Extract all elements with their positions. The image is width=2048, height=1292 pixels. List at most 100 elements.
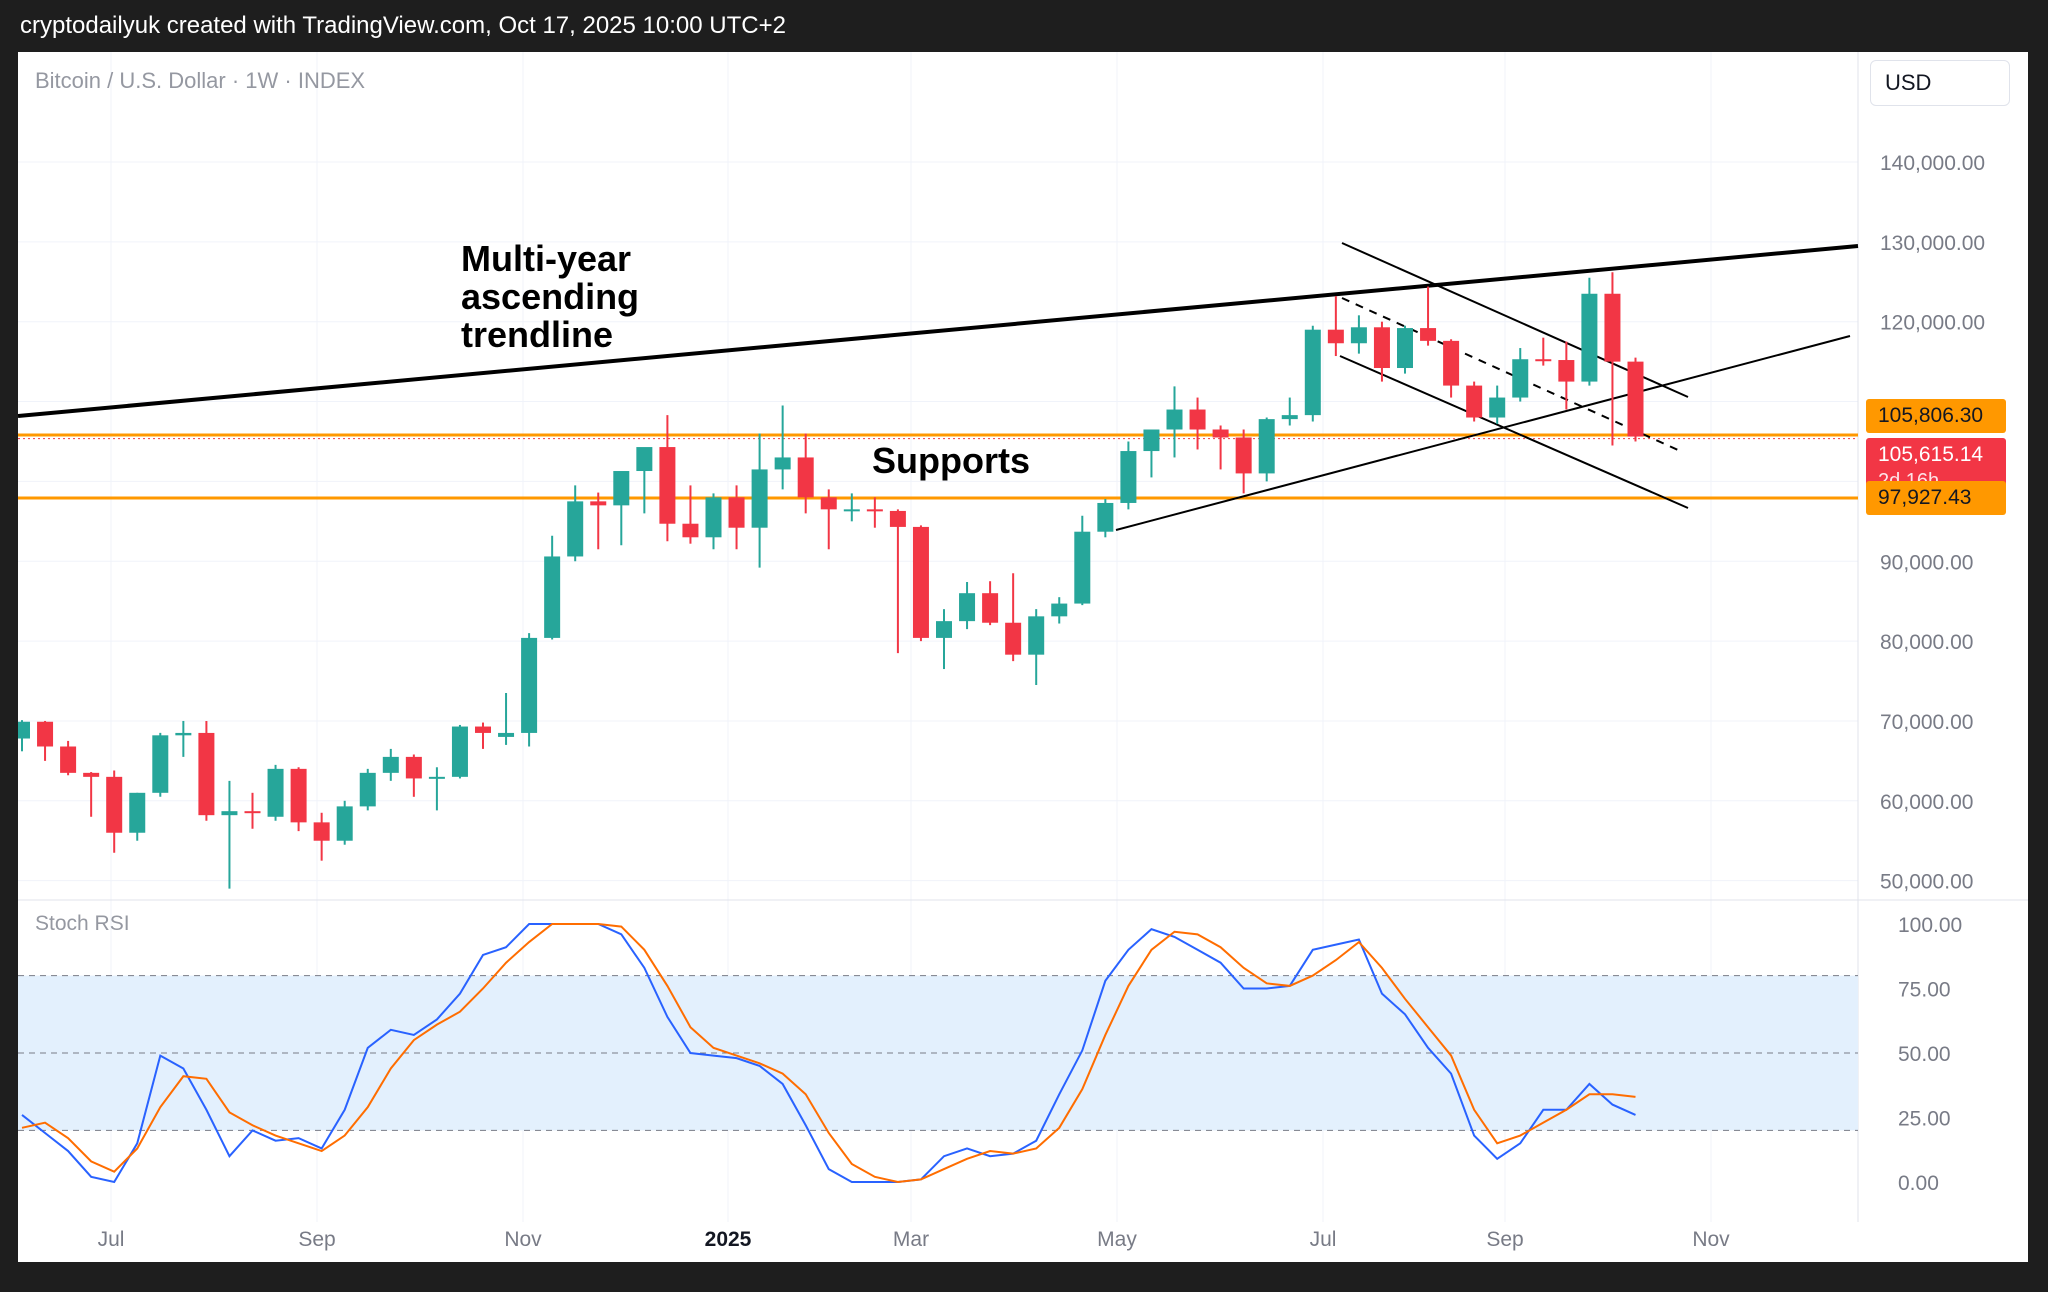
trendline-annotation: Multi-year ascending trendline xyxy=(461,238,640,355)
candle-body xyxy=(1535,359,1552,362)
candle-body xyxy=(1143,429,1160,452)
candle-body xyxy=(567,501,584,557)
candle-body xyxy=(1489,397,1506,418)
candle-body xyxy=(774,457,791,470)
chart-canvas[interactable]: Jul Sep Nov 2025 Mar May Jul Sep Nov 140,000.00 13… xyxy=(18,52,2028,1262)
candle-body xyxy=(106,776,123,833)
candle-body xyxy=(1443,340,1460,386)
supports-annotation: Supports xyxy=(872,440,1030,481)
candle-body xyxy=(1051,603,1068,617)
y-tick-label: 140,000.00 xyxy=(1880,152,1985,175)
candle-body xyxy=(1466,385,1483,418)
candle-body xyxy=(405,756,422,779)
stoch-tick-label: 0.00 xyxy=(1898,1172,1939,1195)
candle-body xyxy=(936,621,952,638)
candle-body xyxy=(1212,429,1229,438)
y-tick-label: 130,000.00 xyxy=(1880,232,1985,255)
candle-body xyxy=(1397,328,1413,369)
stoch-tick-label: 100.00 xyxy=(1898,914,1962,937)
y-tick-label: 120,000.00 xyxy=(1880,312,1985,335)
candle-body xyxy=(1420,328,1437,341)
candle-body xyxy=(382,756,399,773)
candle-body xyxy=(820,497,837,510)
x-tick-label: Nov xyxy=(1692,1228,1730,1251)
candle-body xyxy=(912,526,929,638)
x-tick-label: 2025 xyxy=(705,1228,752,1251)
y-tick-label: 60,000.00 xyxy=(1880,791,1973,814)
candle-body xyxy=(1627,361,1644,437)
candle-body xyxy=(1235,437,1252,474)
candle-body xyxy=(1074,531,1091,604)
candle-body xyxy=(1327,329,1344,344)
stoch-tick-label: 75.00 xyxy=(1898,979,1951,1002)
x-tick-label: Sep xyxy=(1486,1228,1523,1251)
candle-body xyxy=(843,509,860,512)
y-tick-label: 90,000.00 xyxy=(1880,551,1973,574)
candle-body xyxy=(1028,616,1045,655)
symbol-title[interactable]: Bitcoin / U.S. Dollar · 1W · INDEX xyxy=(35,68,366,93)
channel-lower-line xyxy=(1339,355,1689,509)
stoch-d-line xyxy=(21,923,1636,1184)
multi-year-trendline xyxy=(18,244,1859,418)
candle-body xyxy=(336,806,353,841)
candle-body xyxy=(290,768,307,823)
price-tag-level2: 97,927.43 xyxy=(1866,480,2006,515)
candle-body xyxy=(1581,293,1598,382)
candle-body xyxy=(1512,359,1529,398)
candle-body xyxy=(613,471,630,506)
candle-body xyxy=(498,732,515,737)
candle-body xyxy=(636,447,653,472)
candle-body xyxy=(1604,293,1621,362)
candle-body xyxy=(428,776,445,779)
candle-body xyxy=(129,792,146,833)
x-tick-label: Sep xyxy=(298,1228,335,1251)
x-tick-label: Mar xyxy=(893,1228,929,1251)
candle-body xyxy=(1120,451,1137,503)
candle-body xyxy=(267,768,284,817)
candle-body xyxy=(1166,409,1183,430)
candle-body xyxy=(60,746,77,773)
candle-body xyxy=(221,811,238,816)
candle-body xyxy=(1005,622,1022,655)
candle-body xyxy=(590,501,607,506)
candle-body xyxy=(659,447,676,524)
candle-body xyxy=(175,732,192,736)
candle-body xyxy=(982,593,999,623)
candle-body xyxy=(83,772,100,777)
x-tick-label: May xyxy=(1097,1228,1137,1251)
candle-body xyxy=(313,822,330,841)
candle-body xyxy=(359,772,376,807)
candle-body xyxy=(682,523,699,538)
currency-button[interactable]: USD xyxy=(1870,60,2010,106)
candle-body xyxy=(18,721,30,739)
y-tick-label: 80,000.00 xyxy=(1880,631,1973,654)
candle-body xyxy=(1558,360,1575,382)
candle-body xyxy=(1373,327,1390,369)
candle-body xyxy=(1258,419,1275,474)
candle-body xyxy=(544,556,561,638)
y-tick-label: 70,000.00 xyxy=(1880,711,1973,734)
candle-body xyxy=(244,811,261,814)
x-tick-label: Nov xyxy=(504,1228,542,1251)
stoch-rsi-title[interactable]: Stoch RSI xyxy=(35,912,130,935)
x-tick-label: Jul xyxy=(1310,1228,1337,1251)
stoch-tick-label: 50.00 xyxy=(1898,1043,1951,1066)
candle-body xyxy=(797,457,814,498)
stoch-tick-label: 25.00 xyxy=(1898,1108,1951,1131)
price-tag-level1: 105,806.30 xyxy=(1866,399,2006,434)
candle-body xyxy=(521,637,538,733)
candle-body xyxy=(198,732,215,816)
chart-panel[interactable]: Jul Sep Nov 2025 Mar May Jul Sep Nov 140,000.00 13… xyxy=(18,52,2028,1262)
candle-body xyxy=(1281,415,1298,420)
chart-attribution: cryptodailyuk created with TradingView.c… xyxy=(20,12,786,39)
candle-body xyxy=(705,497,722,538)
candle-body xyxy=(1189,409,1206,430)
candle-body xyxy=(1350,327,1367,344)
candle-body xyxy=(889,510,906,527)
candle-body xyxy=(866,509,883,512)
y-tick-label: 50,000.00 xyxy=(1880,871,1973,894)
candle-body xyxy=(1304,329,1321,416)
candle-body xyxy=(475,726,491,733)
candle-body xyxy=(37,721,54,747)
current-price-label: 105,615.14 xyxy=(1878,442,1984,466)
